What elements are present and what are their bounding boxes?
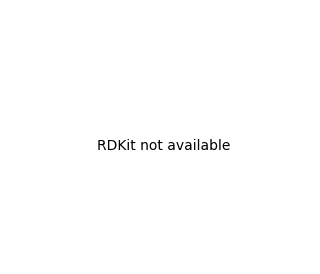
Text: RDKit not available: RDKit not available [97,139,231,153]
